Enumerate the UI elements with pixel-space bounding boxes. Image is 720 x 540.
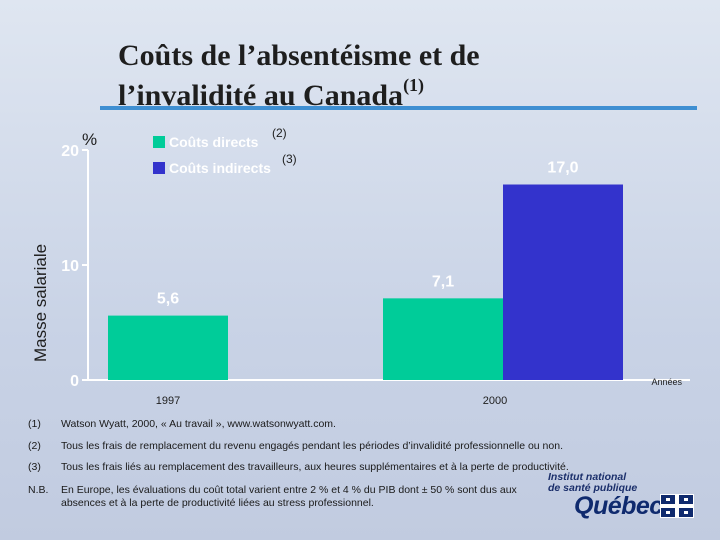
slide-title: Coûts de l’absentéisme et de l’invalidit…	[118, 38, 638, 114]
bar-value-label: 5,6	[157, 291, 179, 308]
bar-2000-1	[503, 184, 623, 380]
legend-note-0: (2)	[272, 126, 287, 140]
y-tick-label: 0	[70, 373, 79, 390]
bar-value-label: 7,1	[432, 273, 454, 290]
institute-name: Institut national de santé publique	[548, 472, 637, 493]
bar-value-label: 17,0	[547, 160, 578, 177]
footnote-text: En Europe, les évaluations du coût total…	[61, 484, 517, 510]
footnote-number: N.B.	[28, 484, 49, 496]
x-tick-label-2000: 2000	[483, 395, 507, 407]
title-superscript: (1)	[403, 74, 425, 95]
title-rule	[100, 106, 697, 110]
x-axis-label: Années	[651, 377, 682, 387]
y-axis-label: Masse salariale	[31, 244, 50, 362]
fleurdelise-flag-icon	[660, 494, 694, 518]
footnote-number: (2)	[28, 440, 41, 452]
institute-line-2: de santé publique	[548, 481, 638, 494]
quebec-wordmark: Québec	[574, 492, 663, 520]
x-tick-label-1997: 1997	[156, 395, 180, 407]
footnote-text: Tous les frais liés au remplacement des …	[61, 461, 569, 473]
bar-chart: 0 10 20% Masse salariale Années 5,6 1997 7,1 17,…	[31, 126, 683, 407]
inspq-logo: Institut national de santé publique Québ…	[546, 472, 696, 532]
institute-line-1: Institut national	[548, 471, 627, 483]
title-line-1: Coûts de l’absentéisme et de	[118, 39, 480, 72]
legend-swatch-1	[153, 162, 165, 174]
legend-note-1: (3)	[282, 152, 297, 166]
bar-2000-0	[383, 298, 503, 380]
footnote-number: (3)	[28, 461, 41, 473]
legend-swatch-0	[153, 136, 165, 148]
footnote-text: Watson Wyatt, 2000, « Au travail », www.…	[61, 418, 336, 430]
legend-label-1: Coûts indirects	[169, 160, 271, 176]
bar-1997-0	[108, 315, 228, 380]
footnote-text: Tous les frais de remplacement du revenu…	[61, 440, 563, 452]
y-tick-label: 20	[61, 143, 79, 160]
y-unit-label: %	[82, 130, 97, 149]
y-tick-label: 10	[61, 258, 79, 275]
legend-label-0: Coûts directs	[169, 134, 259, 150]
footnote-number: (1)	[28, 418, 41, 430]
